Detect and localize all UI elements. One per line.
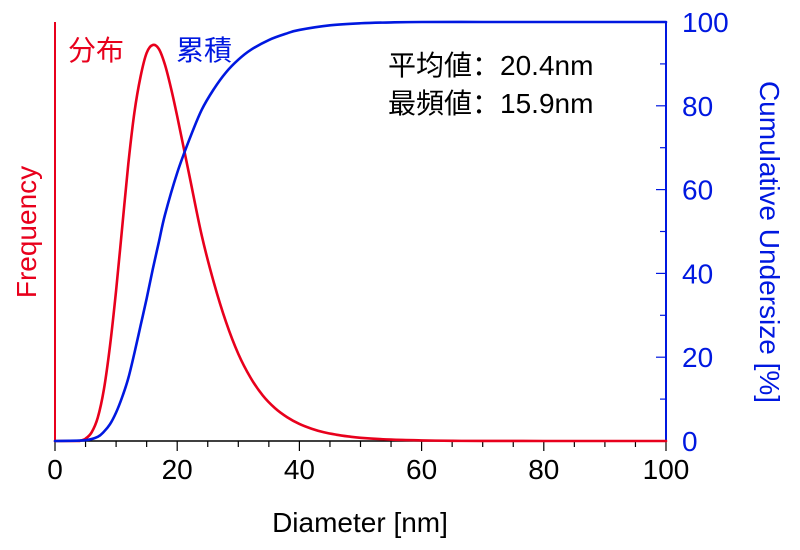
frequency-series-line	[53, 43, 668, 443]
y-right-axis-ticks: 0 20 40 60 80 100	[656, 7, 729, 457]
y-tick-label: 40	[682, 258, 713, 289]
cumulative-series-line	[53, 20, 668, 443]
mode-annotation: 最頻値：15.9nm	[388, 88, 593, 119]
mean-value: 20.4nm	[500, 50, 593, 81]
y-tick-label: 100	[682, 7, 729, 38]
y-tick-label: 60	[682, 175, 713, 206]
x-tick-label: 60	[406, 454, 437, 485]
x-tick-label: 0	[47, 454, 63, 485]
y-left-axis-label: Frequency	[11, 166, 42, 298]
y-right-axis-label: Cumulative Undersize [%]	[754, 81, 785, 403]
x-tick-label: 100	[643, 454, 690, 485]
series-layer	[53, 20, 668, 443]
plot-frame	[54, 22, 667, 442]
legend-frequency-label: 分布	[68, 35, 124, 66]
x-tick-label: 40	[284, 454, 315, 485]
mean-label: 平均値：	[388, 50, 500, 81]
y-tick-label: 80	[682, 91, 713, 122]
mode-value: 15.9nm	[500, 88, 593, 119]
y-tick-label: 0	[682, 426, 698, 457]
y-tick-label: 20	[682, 342, 713, 373]
mode-label: 最頻値：	[388, 88, 500, 119]
x-tick-label: 80	[528, 454, 559, 485]
x-axis-ticks: 0 20 40 60 80 100	[47, 441, 689, 485]
legend-cumulative-label: 累積	[176, 35, 232, 66]
x-axis-label: Diameter [nm]	[272, 507, 448, 538]
x-tick-label: 20	[162, 454, 193, 485]
mean-annotation: 平均値：20.4nm	[388, 50, 593, 81]
